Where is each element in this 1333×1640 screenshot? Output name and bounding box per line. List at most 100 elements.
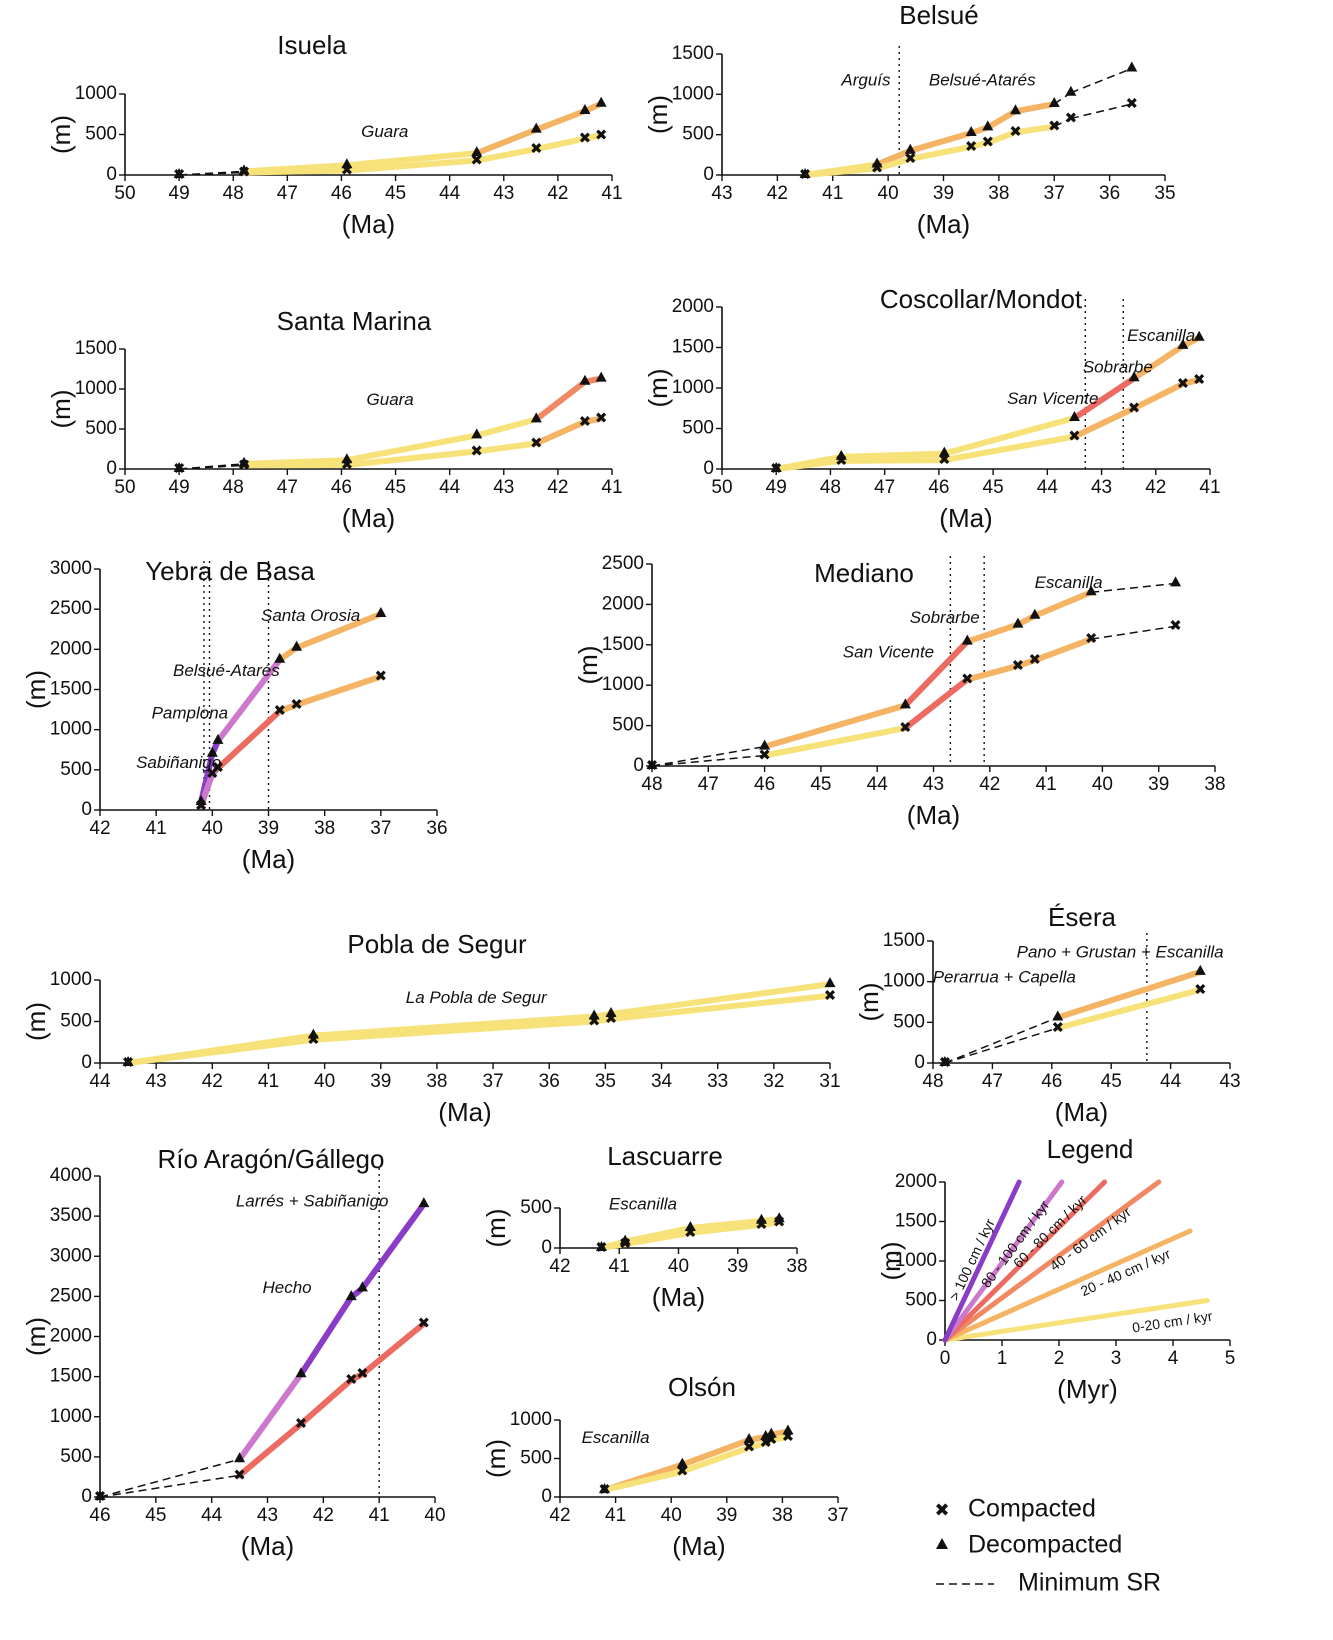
decompacted-point <box>595 371 607 382</box>
chart-title: Yebra de Basa <box>145 556 315 586</box>
x-tick-label: 42 <box>767 183 788 204</box>
decompacted-point <box>1012 617 1024 628</box>
compacted-rate-segment <box>581 132 605 142</box>
x-tick-label: 42 <box>979 774 1000 795</box>
y-axis-label: (m) <box>21 1317 51 1356</box>
decompacted-rate-segment <box>964 621 1021 645</box>
decompacted-rate-segment <box>1054 968 1204 1021</box>
x-tick-label: 1 <box>997 1348 1008 1369</box>
decompacted-rate-segment <box>838 450 948 460</box>
x-tick-label: 48 <box>820 477 841 498</box>
rate-line <box>942 1179 1022 1343</box>
y-tick-label: 1500 <box>895 1211 937 1232</box>
decompacted-point <box>765 1427 777 1438</box>
compacted-rate-segment <box>473 146 540 164</box>
compacted-point: ✖ <box>530 434 543 452</box>
decompacted-point <box>965 126 977 137</box>
decompacted-rate-segment <box>1071 375 1138 421</box>
decompacted-point <box>307 1028 319 1039</box>
compacted-rate-segment <box>608 992 833 1023</box>
chart-esera: Ésera484746454443050010001500(Ma)(m)✖✖✖P… <box>854 902 1241 1127</box>
x-tick-label: 42 <box>313 1505 334 1526</box>
decompacted-point <box>579 104 591 115</box>
rate-line <box>942 1228 1193 1343</box>
x-tick-label: 43 <box>711 183 732 204</box>
legend-compacted-label: Compacted <box>968 1495 1096 1523</box>
x-tick-label: 48 <box>223 183 244 204</box>
formation-label: Arguís <box>840 70 891 89</box>
x-tick-label: 41 <box>601 183 622 204</box>
decompacted-point <box>530 122 542 133</box>
compacted-point: ✖ <box>345 1370 358 1388</box>
x-tick-label: 42 <box>549 1256 570 1277</box>
compacted-point: ✖ <box>595 409 608 427</box>
x-tick-label: 44 <box>1160 1071 1182 1092</box>
compacted-point: ✖ <box>1029 651 1042 669</box>
chart-title: Santa Marina <box>277 306 432 336</box>
y-tick-label: 1000 <box>50 969 92 990</box>
compacted-rate-segment <box>343 157 480 174</box>
compacted-rate-segment <box>984 129 1019 146</box>
rate-line <box>942 1179 1065 1343</box>
compacted-point: ✖ <box>273 702 286 720</box>
decompacted-point <box>646 759 658 769</box>
compacted-rate-segment <box>276 701 300 715</box>
compacted-point: ✖ <box>375 667 388 685</box>
x-tick-label: 50 <box>114 183 135 204</box>
compacted-rate-segment <box>1054 986 1204 1032</box>
y-tick-label: 0 <box>703 164 714 185</box>
x-tick-label: 42 <box>1145 477 1166 498</box>
x-tick-label: 45 <box>810 774 831 795</box>
decompacted-point <box>743 1433 755 1444</box>
minimum-sr-segment <box>179 171 245 176</box>
x-tick-label: 33 <box>707 1071 728 1092</box>
x-tick-label: 0 <box>940 1348 951 1369</box>
x-tick-label: 34 <box>651 1071 673 1092</box>
x-tick-label: 43 <box>493 477 514 498</box>
decompacted-rate-segment <box>1031 589 1095 619</box>
y-tick-label: 500 <box>60 1011 92 1032</box>
y-tick-label: 2000 <box>50 638 92 659</box>
formation-label: Pano + Grustan + Escanilla <box>1017 942 1224 961</box>
x-tick-label: 44 <box>1037 477 1059 498</box>
y-tick-label: 500 <box>905 1290 937 1311</box>
decompacted-rate-segment <box>473 416 540 439</box>
decompacted-point <box>770 462 782 472</box>
x-tick-label: 40 <box>661 1505 682 1526</box>
y-axis-label: (m) <box>46 115 76 154</box>
decompacted-rate-segment <box>298 1294 355 1378</box>
x-tick-label: 43 <box>923 774 944 795</box>
y-tick-label: 4000 <box>50 1165 92 1186</box>
decompacted-rate-segment <box>533 108 588 133</box>
x-tick-label: 46 <box>754 774 775 795</box>
y-tick-label: 1000 <box>75 378 117 399</box>
symbol-legend: ✖ Compacted Decompacted Minimum SR <box>934 1495 1161 1597</box>
x-tick-label: 38 <box>426 1071 447 1092</box>
x-tick-label: 47 <box>698 774 719 795</box>
compacted-point: ✖ <box>1085 630 1098 648</box>
y-tick-label: 2000 <box>602 593 644 614</box>
x-tick-label: 46 <box>1041 1071 1062 1092</box>
compacted-rate-segment <box>761 725 909 759</box>
x-tick-label: 45 <box>983 477 1004 498</box>
compacted-point: ✖ <box>1193 370 1206 388</box>
x-tick-label: 47 <box>277 183 298 204</box>
y-axis-label: (m) <box>21 670 51 709</box>
x-tick-label: 38 <box>314 818 335 839</box>
x-tick-label: 44 <box>867 774 889 795</box>
x-axis-label: (Ma) <box>939 503 992 533</box>
chart-title: Ésera <box>1048 902 1116 932</box>
x-tick-label: 38 <box>1204 774 1225 795</box>
chart-santamarina: Santa Marina 50 49 48 47 46 45 44 43 42 41 0 500 1000… <box>46 306 623 533</box>
compacted-point: ✖ <box>290 695 303 713</box>
compacted-rate-segment <box>125 1036 317 1066</box>
y-tick-label: 500 <box>520 1197 552 1218</box>
decompacted-point <box>295 1367 307 1378</box>
x-axis-label: (Ma) <box>342 209 395 239</box>
y-axis-label: (m) <box>643 95 673 134</box>
formation-label: Escanilla <box>1035 573 1103 592</box>
decompacted-point <box>595 96 607 107</box>
decompacted-point <box>1052 1010 1064 1021</box>
minimum-sr-segment <box>944 1016 1059 1064</box>
y-tick-label: 1500 <box>672 337 714 358</box>
